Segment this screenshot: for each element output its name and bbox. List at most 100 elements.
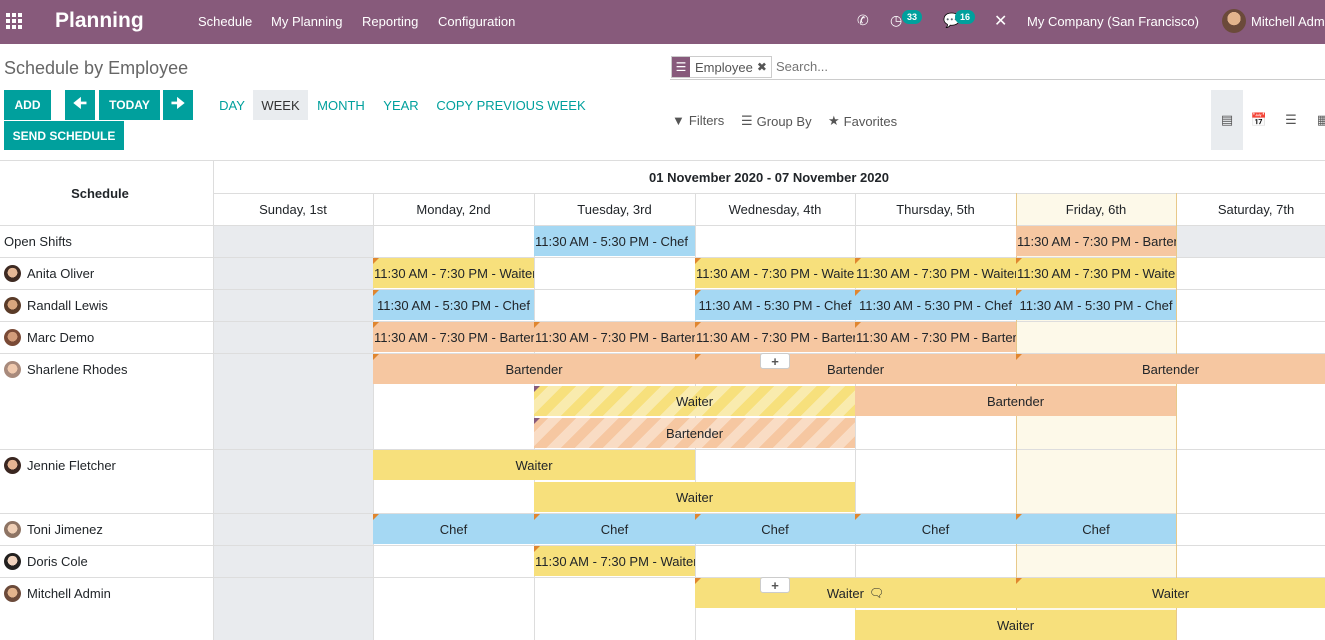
shift-pill[interactable]: 11:30 AM - 7:30 PM - Bartender	[855, 322, 1016, 352]
send-schedule-button[interactable]: SEND SCHEDULE	[4, 121, 124, 150]
shift-pill[interactable]: Chef	[1016, 514, 1176, 544]
pivot-view-icon[interactable]: ▦	[1316, 112, 1325, 127]
activity-count-badge: 33	[902, 10, 923, 24]
shift-pill[interactable]: Chef	[373, 514, 534, 544]
shift-label: Waiter	[675, 393, 714, 409]
activity-clock-icon[interactable]: ◷	[890, 12, 903, 28]
shift-marker	[695, 578, 701, 584]
scale-month[interactable]: MONTH	[317, 97, 365, 113]
shift-pill[interactable]: 11:30 AM - 7:30 PM - Bartender	[534, 322, 695, 352]
menu-reporting[interactable]: Reporting	[362, 14, 419, 29]
calendar-view-icon[interactable]: 📅	[1250, 112, 1268, 127]
shift-pill[interactable]: Chef	[534, 514, 695, 544]
filter-icon: ▼	[672, 113, 685, 128]
shift-marker	[695, 322, 701, 328]
group-by-list-icon: ☰	[741, 113, 753, 128]
filters-dropdown[interactable]: ▼ Filters	[672, 113, 724, 128]
shift-marker	[1016, 354, 1022, 360]
menu-configuration[interactable]: Configuration	[438, 14, 516, 29]
next-arrow-icon[interactable]: 🠊	[163, 90, 193, 120]
message-count-badge: 16	[955, 10, 976, 24]
shift-pill[interactable]: Waiter	[855, 610, 1176, 640]
row-open-shifts: Open Shifts	[4, 225, 72, 257]
add-shift-button[interactable]: +	[760, 577, 790, 593]
scale-year[interactable]: YEAR	[383, 97, 419, 113]
avatar	[4, 296, 21, 314]
menu-schedule[interactable]: Schedule	[198, 14, 253, 29]
shift-label: 11:30 AM - 5:30 PM - Chef	[698, 297, 852, 313]
avatar	[4, 360, 21, 378]
day-header-saturday: Saturday, 7th	[1217, 201, 1295, 217]
apps-menu-icon[interactable]	[6, 13, 22, 29]
shift-pill[interactable]: Chef	[855, 514, 1016, 544]
date-range-header: 01 November 2020 - 07 November 2020	[649, 169, 889, 185]
shift-pill[interactable]: Bartender	[855, 386, 1176, 416]
shift-pill[interactable]: 11:30 AM - 7:30 PM - Waiter	[695, 258, 855, 288]
shift-pill[interactable]: Bartender	[373, 354, 695, 384]
shift-pill[interactable]: 11:30 AM - 5:30 PM - Chef	[534, 226, 695, 256]
shift-marker	[695, 258, 701, 264]
grid-line	[1176, 193, 1177, 640]
prev-arrow-icon[interactable]: 🠈	[65, 90, 95, 120]
user-avatar[interactable]	[1222, 9, 1246, 33]
shift-pill[interactable]: 11:30 AM - 7:30 PM - Waiter	[855, 258, 1016, 288]
scale-day[interactable]: DAY	[219, 97, 245, 113]
group-by-dropdown[interactable]: ☰ Group By	[741, 113, 812, 129]
remove-facet-icon[interactable]: ✖	[756, 60, 767, 74]
page-title: Schedule by Employee	[4, 58, 189, 78]
shift-marker	[373, 322, 379, 328]
app-title[interactable]: Planning	[55, 9, 144, 32]
shift-label: 11:30 AM - 5:30 PM - Chef	[377, 297, 530, 313]
search-input[interactable]	[774, 58, 1078, 75]
shift-pill[interactable]: Bartender	[1016, 354, 1325, 384]
shift-pill[interactable]: Waiter	[534, 386, 855, 416]
tools-icon[interactable]: ✕	[994, 13, 1008, 30]
grid-line	[213, 193, 1325, 194]
user-menu[interactable]: Mitchell Admin	[1251, 14, 1325, 29]
favorites-label: Favorites	[843, 113, 898, 129]
favorites-dropdown[interactable]: ★ Favorites	[828, 113, 897, 129]
shift-pill[interactable]: Waiter	[534, 482, 855, 512]
shift-pill[interactable]: 11:30 AM - 7:30 PM - Bartender	[373, 322, 534, 352]
grid-line	[0, 513, 1325, 514]
shift-pill[interactable]: Chef	[695, 514, 855, 544]
shift-pill[interactable]: Waiter 🗨	[695, 578, 1016, 608]
shift-pill[interactable]: Waiter	[1016, 578, 1325, 608]
gantt-view-icon[interactable]: ▤	[1211, 90, 1243, 150]
shift-pill[interactable]: 11:30 AM - 7:30 PM - Waiter	[534, 546, 695, 576]
filters-label: Filters	[688, 113, 725, 128]
shift-marker	[855, 290, 861, 296]
avatar	[4, 584, 21, 602]
shift-pill[interactable]: 11:30 AM - 7:30 PM - Waiter	[1016, 258, 1176, 288]
shift-pill[interactable]: 11:30 AM - 5:30 PM - Chef	[855, 290, 1016, 320]
company-switcher[interactable]: My Company (San Francisco)	[1027, 14, 1199, 29]
shift-pill[interactable]: Bartender	[695, 354, 1016, 384]
shift-pill[interactable]: Bartender	[534, 418, 855, 448]
shift-pill[interactable]: 11:30 AM - 5:30 PM - Chef	[1016, 290, 1176, 320]
list-view-icon[interactable]: ☰	[1285, 112, 1297, 127]
add-shift-button[interactable]: +	[760, 353, 790, 369]
menu-my-planning[interactable]: My Planning	[271, 14, 343, 29]
shift-label: 11:30 AM - 7:30 PM - Bartender	[1017, 233, 1176, 249]
shift-pill[interactable]: 11:30 AM - 7:30 PM - Bartender	[695, 322, 855, 352]
phone-icon[interactable]: ✆	[857, 12, 869, 28]
day-header-sunday: Sunday, 1st	[259, 201, 327, 217]
shift-pill[interactable]: 11:30 AM - 7:30 PM - Waiter	[373, 258, 534, 288]
shift-label: 11:30 AM - 7:30 PM - Waiter	[1017, 265, 1176, 281]
scale-week[interactable]: WEEK	[253, 90, 308, 120]
shift-marker	[373, 354, 379, 360]
shift-label: Bartender	[986, 393, 1045, 409]
shift-pill[interactable]: Waiter	[373, 450, 695, 480]
avatar	[4, 552, 21, 570]
row-doris-cole: Doris Cole	[4, 545, 88, 577]
shift-marker	[855, 258, 861, 264]
add-button[interactable]: ADD	[4, 90, 51, 120]
shift-pill[interactable]: 11:30 AM - 5:30 PM - Chef	[373, 290, 534, 320]
day-header-wednesday: Wednesday, 4th	[728, 201, 822, 217]
copy-previous-week-button[interactable]: COPY PREVIOUS WEEK	[436, 97, 586, 113]
today-button[interactable]: TODAY	[99, 90, 160, 120]
shift-pill[interactable]: 11:30 AM - 5:30 PM - Chef	[695, 290, 855, 320]
row-jennie-fletcher: Jennie Fletcher	[4, 449, 116, 481]
shift-pill[interactable]: 11:30 AM - 7:30 PM - Bartender	[1016, 226, 1176, 256]
search-bar: ☰ Employee ✖	[670, 56, 1325, 80]
